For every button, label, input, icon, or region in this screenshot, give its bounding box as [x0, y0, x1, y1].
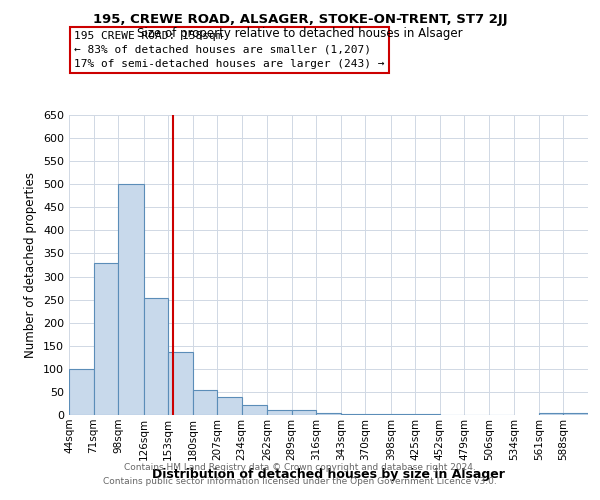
Bar: [168, 352, 193, 415]
Bar: [563, 412, 588, 415]
Bar: [365, 414, 391, 415]
Bar: [242, 405, 267, 415]
X-axis label: Distribution of detached houses by size in Alsager: Distribution of detached houses by size …: [152, 468, 505, 481]
Bar: [94, 262, 118, 415]
Bar: [217, 398, 242, 415]
Bar: [415, 414, 440, 415]
Text: 195 CREWE ROAD: 158sqm
← 83% of detached houses are smaller (1,207)
17% of semi-: 195 CREWE ROAD: 158sqm ← 83% of detached…: [74, 31, 385, 69]
Bar: [539, 412, 563, 415]
Bar: [316, 412, 341, 415]
Bar: [267, 410, 292, 415]
Text: Contains HM Land Registry data © Crown copyright and database right 2024.: Contains HM Land Registry data © Crown c…: [124, 464, 476, 472]
Bar: [143, 298, 168, 415]
Bar: [69, 369, 94, 415]
Text: 195, CREWE ROAD, ALSAGER, STOKE-ON-TRENT, ST7 2JJ: 195, CREWE ROAD, ALSAGER, STOKE-ON-TRENT…: [92, 12, 508, 26]
Bar: [193, 390, 217, 415]
Bar: [118, 184, 143, 415]
Bar: [341, 414, 365, 415]
Y-axis label: Number of detached properties: Number of detached properties: [25, 172, 37, 358]
Text: Size of property relative to detached houses in Alsager: Size of property relative to detached ho…: [137, 28, 463, 40]
Bar: [391, 414, 415, 415]
Text: Contains public sector information licensed under the Open Government Licence v3: Contains public sector information licen…: [103, 477, 497, 486]
Bar: [292, 410, 316, 415]
